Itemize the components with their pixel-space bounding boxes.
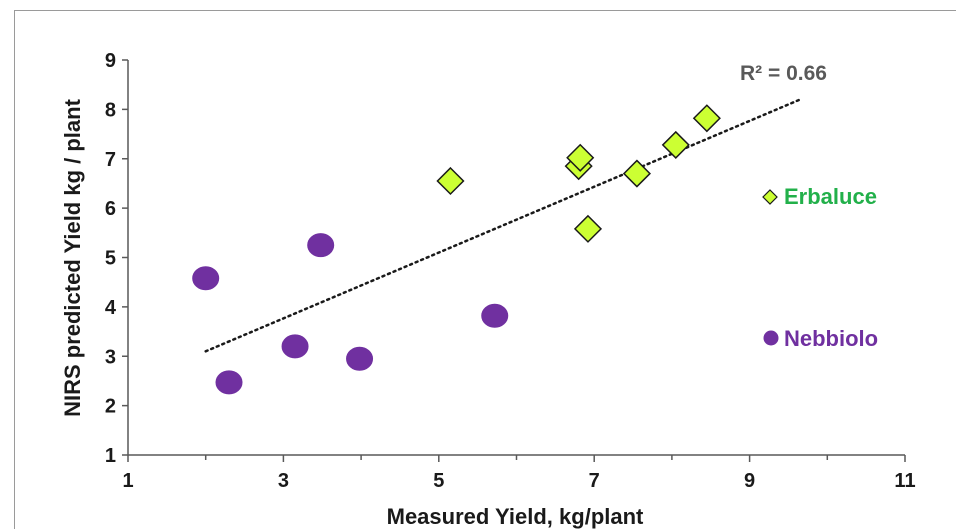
trendline-group xyxy=(204,98,802,353)
y-tick-label: 1 xyxy=(105,445,116,467)
legend-item-erbaluce: Erbaluce xyxy=(762,184,877,209)
legend-marker-erbaluce xyxy=(762,189,778,205)
r-squared-label: R² = 0.66 xyxy=(740,62,827,85)
legend-label-erbaluce: Erbaluce xyxy=(784,184,877,209)
legend: Erbaluce Nebbiolo xyxy=(762,184,878,351)
y-tick-label: 3 xyxy=(105,346,116,368)
data-point-nebbiolo xyxy=(346,346,374,371)
trendline xyxy=(204,98,802,353)
x-tick-label: 11 xyxy=(894,470,915,492)
legend-marker-nebbiolo xyxy=(763,330,779,346)
data-point-erbaluce xyxy=(566,143,595,172)
ticks: 1 2 3 4 5 6 7 8 9 1 3 5 7 9 11 xyxy=(105,50,916,492)
x-tick-label: 3 xyxy=(278,470,289,492)
data-point-nebbiolo xyxy=(215,370,243,395)
data-point-nebbiolo xyxy=(192,266,220,291)
legend-label-nebbiolo: Nebbiolo xyxy=(784,326,878,351)
y-tick-label: 4 xyxy=(105,297,117,319)
data-points xyxy=(192,104,721,395)
y-tick-label: 8 xyxy=(105,99,116,121)
x-axis-title: Measured Yield, kg/plant xyxy=(387,504,644,529)
y-axis-title: NIRS predicted Yield kg / plant xyxy=(60,98,85,417)
x-tick-label: 5 xyxy=(433,470,444,492)
data-point-erbaluce xyxy=(573,214,603,243)
x-tick-label: 1 xyxy=(122,470,133,492)
y-tick-label: 6 xyxy=(105,198,116,220)
data-point-erbaluce xyxy=(692,104,721,133)
y-tick-label: 5 xyxy=(105,248,116,270)
y-tick-label: 2 xyxy=(105,396,116,418)
chart-frame xyxy=(14,10,956,529)
x-tick-label: 9 xyxy=(744,470,755,492)
x-tick-label: 7 xyxy=(589,470,600,492)
data-point-nebbiolo xyxy=(281,334,309,359)
data-point-erbaluce xyxy=(622,159,651,188)
data-point-nebbiolo xyxy=(307,233,335,258)
axes xyxy=(127,60,905,456)
y-tick-label: 7 xyxy=(105,149,116,171)
data-point-nebbiolo xyxy=(481,303,509,328)
data-point-erbaluce xyxy=(436,166,465,196)
legend-item-nebbiolo: Nebbiolo xyxy=(763,326,878,351)
y-tick-label: 9 xyxy=(105,50,116,72)
data-point-erbaluce xyxy=(661,130,690,159)
